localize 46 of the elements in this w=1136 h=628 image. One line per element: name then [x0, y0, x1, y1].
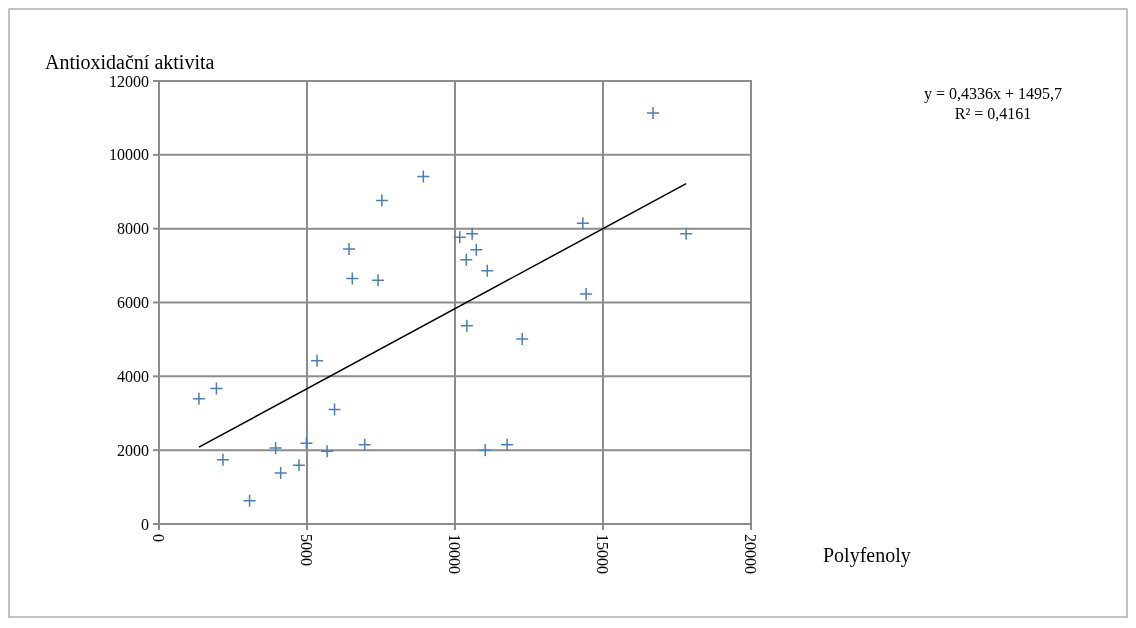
- point: [192, 392, 206, 406]
- point: [500, 437, 514, 452]
- point: [579, 287, 593, 301]
- point: [371, 273, 385, 288]
- point: [679, 227, 693, 241]
- point: [465, 227, 479, 241]
- point: [452, 230, 467, 244]
- y-tick-label: 8000: [117, 220, 149, 238]
- point: [515, 332, 529, 346]
- x-tick-label: 0: [150, 534, 168, 542]
- point: [469, 242, 484, 257]
- point: [357, 437, 372, 452]
- point: [460, 319, 474, 333]
- y-tick-label: 12000: [109, 72, 149, 90]
- x-axis-title: Polyfenoly: [823, 544, 911, 567]
- point: [416, 169, 431, 184]
- y-tick-label: 0: [141, 515, 149, 533]
- point: [216, 453, 230, 467]
- point: [268, 441, 283, 455]
- point: [273, 466, 288, 480]
- point: [310, 354, 324, 368]
- point: [345, 271, 360, 286]
- y-axis-title: Antioxidační aktivita: [45, 51, 215, 73]
- point: [646, 106, 660, 120]
- text: R² = 0,4161: [954, 105, 1032, 122]
- point: [320, 444, 334, 459]
- point: [242, 493, 257, 508]
- point: [209, 381, 224, 396]
- point: [480, 264, 495, 278]
- point: [292, 458, 306, 473]
- point: [576, 216, 590, 230]
- x-tick-label: 10000: [446, 534, 464, 574]
- x-tick-label: 15000: [594, 534, 612, 574]
- text: y = 0,4336x + 1495,7: [923, 85, 1063, 103]
- x-tick-label: 5000: [298, 534, 316, 566]
- y-tick-label: 2000: [117, 441, 149, 459]
- y-tick-label: 10000: [109, 146, 149, 164]
- point: [299, 436, 314, 450]
- point: [459, 252, 473, 267]
- y-tick-label: 6000: [117, 294, 149, 312]
- y-tick-label: 4000: [117, 367, 149, 385]
- x-tick-label: 20000: [742, 534, 760, 574]
- point: [478, 443, 492, 457]
- point: [342, 242, 356, 256]
- point: [375, 193, 389, 208]
- point: [327, 402, 342, 417]
